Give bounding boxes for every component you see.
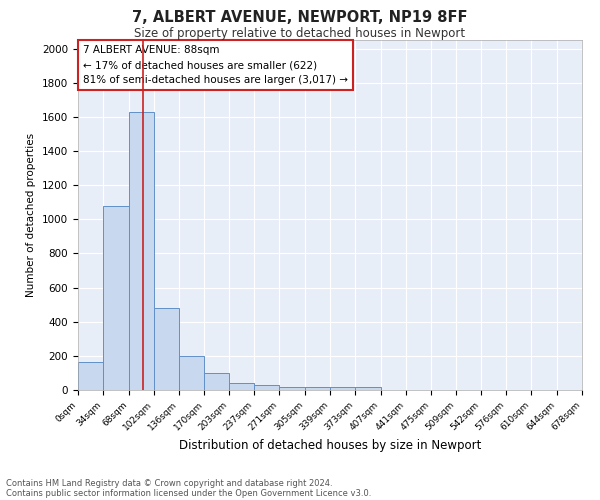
Bar	[128, 112, 154, 390]
Bar	[229, 383, 254, 390]
Text: Contains public sector information licensed under the Open Government Licence v3: Contains public sector information licen…	[6, 488, 371, 498]
Bar	[154, 308, 179, 390]
Bar	[254, 385, 280, 390]
Text: 7, ALBERT AVENUE, NEWPORT, NP19 8FF: 7, ALBERT AVENUE, NEWPORT, NP19 8FF	[132, 10, 468, 25]
X-axis label: Distribution of detached houses by size in Newport: Distribution of detached houses by size …	[179, 439, 481, 452]
Bar	[205, 373, 229, 390]
Bar	[78, 362, 103, 390]
Text: Contains HM Land Registry data © Crown copyright and database right 2024.: Contains HM Land Registry data © Crown c…	[6, 478, 332, 488]
Bar	[103, 206, 128, 390]
Text: Size of property relative to detached houses in Newport: Size of property relative to detached ho…	[134, 28, 466, 40]
Bar	[305, 387, 330, 390]
Bar	[280, 387, 305, 390]
Text: 7 ALBERT AVENUE: 88sqm
← 17% of detached houses are smaller (622)
81% of semi-de: 7 ALBERT AVENUE: 88sqm ← 17% of detached…	[83, 46, 348, 85]
Y-axis label: Number of detached properties: Number of detached properties	[26, 133, 37, 297]
Bar	[330, 387, 355, 390]
Bar	[355, 387, 380, 390]
Bar	[179, 356, 205, 390]
